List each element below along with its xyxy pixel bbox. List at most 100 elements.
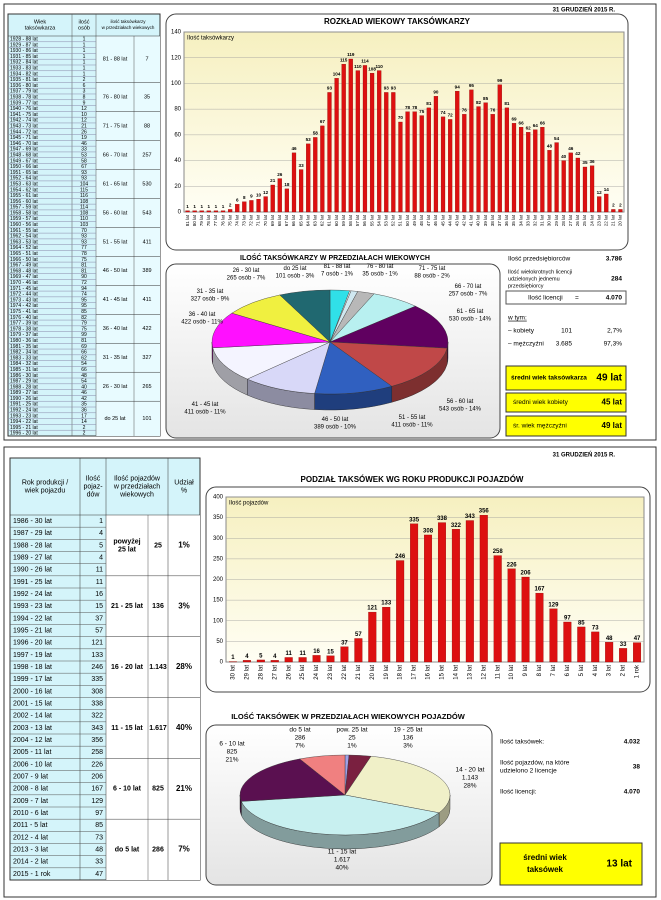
bar	[575, 157, 580, 213]
x-tick-label: 75 lat	[227, 214, 232, 226]
x-tick-label: 64 lat	[305, 214, 310, 226]
data-label: 11	[299, 651, 306, 657]
bar	[263, 196, 268, 213]
table-cell: 42	[81, 396, 87, 402]
group-label: 61 - 65 lat	[103, 181, 128, 187]
stat-value: 38	[633, 764, 641, 771]
table-cell: 95	[81, 303, 87, 309]
group-label: 56 - 60 lat	[103, 210, 128, 216]
group-value: 1.143	[149, 664, 167, 671]
bar	[490, 114, 495, 213]
x-tick-label: 21 lat	[356, 665, 362, 680]
data-label: 62	[526, 126, 532, 131]
highlight-box	[505, 365, 627, 391]
table-cell: 226	[91, 761, 103, 768]
bar	[235, 204, 240, 213]
table-cell: 1995 - 21 lat	[13, 627, 52, 634]
stat-label: – mężczyźni	[508, 341, 544, 348]
bar	[206, 210, 211, 213]
y-tick-label: 300	[213, 536, 224, 542]
bar	[312, 655, 321, 663]
table-cell: 1	[83, 66, 86, 72]
table-cell: 81	[81, 263, 87, 269]
x-tick-label: 74 lat	[234, 214, 239, 226]
pie-label: 411 osób - 11%	[184, 409, 226, 415]
table-cell: 1944 - 72 lat	[10, 129, 38, 135]
bar	[633, 642, 642, 663]
bar	[412, 111, 417, 213]
pie-label: 1.143	[462, 775, 479, 782]
table-cell: 5	[99, 542, 103, 549]
table-cell: 1973 - 43 lat	[10, 297, 38, 303]
pie-label: 56 - 60 lat	[447, 399, 474, 405]
table-cell: 1992 - 24 lat	[13, 591, 52, 598]
data-label: 2	[229, 203, 232, 208]
table-cell: 1954 - 62 lat	[10, 187, 38, 193]
group-label: 41 - 45 lat	[103, 297, 128, 303]
pie-label: 35 osób - 1%	[362, 271, 398, 277]
table-cell: 17	[81, 413, 87, 419]
bar	[277, 178, 282, 213]
table-cell: 1972 - 44 lat	[10, 292, 38, 298]
table-cell: 1951 - 65 lat	[10, 170, 38, 176]
date: 31 GRUDZIEŃ 2015 R.	[553, 6, 616, 14]
bar	[426, 107, 431, 213]
table-cell: 97	[95, 810, 103, 817]
x-tick-label: 37 lat	[497, 214, 502, 226]
x-tick-label: 4 lat	[593, 665, 599, 677]
table-cell: 10	[81, 112, 87, 118]
table-cell: 1999 - 17 lat	[13, 676, 52, 683]
table-cell: 1990 - 26 lat	[13, 567, 52, 574]
table-cell: 1978 - 38 lat	[10, 326, 38, 332]
group-value: 411	[143, 239, 152, 245]
group-value: 422	[142, 326, 151, 332]
table-cell: 1965 - 51 lat	[10, 251, 38, 257]
x-tick-label: 36 lat	[504, 214, 509, 226]
table-cell: 46	[81, 390, 87, 396]
table-cell: 206	[91, 773, 103, 780]
bar	[419, 115, 424, 213]
table-cell: 74	[81, 292, 87, 298]
pie-label: 25	[348, 735, 356, 742]
data-label: 66	[540, 120, 546, 125]
data-label: 1	[200, 204, 203, 209]
table-cell: 1994 - 22 lat	[10, 419, 38, 425]
table-cell: 1	[83, 60, 86, 66]
x-tick-label: 20 lat	[618, 214, 623, 226]
data-label: 53	[306, 137, 312, 142]
x-tick-label: 14 lat	[453, 665, 459, 680]
stat-value: 3.786	[606, 256, 623, 263]
stat-label: przedsiębiorcy	[508, 283, 544, 289]
table-cell: 1966 - 50 lat	[10, 257, 38, 263]
stat-value: 4.070	[624, 789, 641, 796]
table-cell: 1928 - 88 lat	[10, 37, 38, 43]
data-label: 167	[534, 587, 545, 593]
pie-slice	[329, 305, 449, 349]
x-tick-label: 27 lat	[272, 665, 278, 680]
data-label: 226	[507, 562, 518, 568]
pie-label: 21%	[225, 757, 238, 764]
pie-slice	[212, 341, 331, 380]
data-label: 81	[426, 101, 432, 106]
table-cell: 1988 - 28 lat	[10, 384, 38, 390]
x-tick-label: 42 lat	[462, 214, 467, 226]
data-label: 4	[273, 654, 277, 660]
group-value: 411	[143, 297, 152, 303]
group-label: 36 - 40 lat	[103, 326, 128, 332]
stat-label: średni wiek taksówkarza	[511, 375, 587, 382]
table-cell: 33	[81, 147, 87, 153]
stat-label: taksówek	[527, 865, 564, 874]
table-cell: 1970 - 46 lat	[10, 280, 38, 286]
table-cell: 48	[95, 846, 103, 853]
x-tick-label: 24 lat	[589, 214, 594, 226]
x-tick-label: 20 lat	[370, 665, 376, 680]
bar	[547, 150, 552, 213]
table-cell: 14	[81, 419, 87, 425]
bar	[377, 70, 382, 213]
table-cell: 93	[81, 176, 87, 182]
table-cell: 1950 - 66 lat	[10, 164, 38, 170]
group-share: 21%	[176, 784, 192, 793]
y-tick-label: 350	[213, 515, 224, 521]
x-tick-label: 78 lat	[206, 214, 211, 226]
table-cell: 1993 - 23 lat	[10, 413, 38, 419]
